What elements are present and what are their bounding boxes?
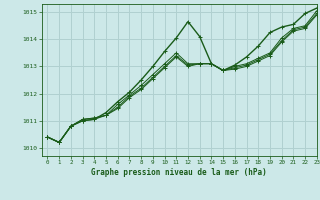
X-axis label: Graphe pression niveau de la mer (hPa): Graphe pression niveau de la mer (hPa)	[91, 168, 267, 177]
